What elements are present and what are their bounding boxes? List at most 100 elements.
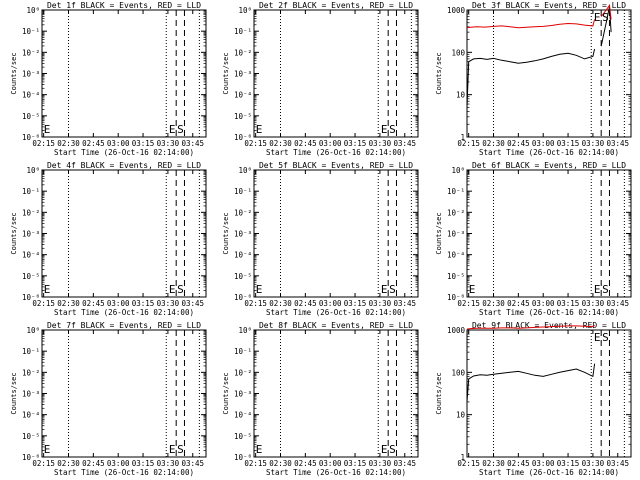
x-tick-label: 03:00 [532, 139, 555, 148]
x-tick-label: 02:15 [457, 459, 480, 468]
lld-series-line [466, 19, 596, 29]
y-tick-label: 10⁻⁵ [447, 272, 465, 281]
y-tick-label: 10⁻⁶ [447, 293, 465, 302]
x-tick-label: 02:15 [244, 299, 267, 308]
y-tick-label: 10⁻⁴ [22, 411, 40, 420]
annotation-e: E [169, 443, 176, 456]
x-tick-label: 03:45 [181, 299, 204, 308]
annotation-e-start: E [256, 443, 263, 456]
x-tick-label: 02:30 [482, 299, 505, 308]
y-axis-label: Counts/sec [435, 212, 443, 254]
y-tick-label: 10⁻⁵ [22, 112, 40, 121]
y-axis-label: Counts/sec [10, 52, 18, 94]
x-tick-label: 02:45 [507, 139, 530, 148]
x-axis-label: Start Time (26-Oct-16 02:14:00) [479, 468, 619, 477]
chart-title: Det 4f BLACK = Events, RED = LLD [47, 161, 201, 170]
events-series-line [600, 6, 612, 47]
y-tick-label: 10⁻² [234, 368, 252, 377]
x-tick-label: 02:45 [294, 459, 317, 468]
x-axis-label: Start Time (26-Oct-16 02:14:00) [479, 148, 619, 157]
x-tick-label: 03:00 [319, 299, 342, 308]
x-tick-label: 03:00 [532, 459, 555, 468]
y-axis-label: Counts/sec [435, 52, 443, 94]
y-tick-label: 10⁻¹ [447, 187, 465, 196]
x-tick-label: 03:00 [107, 299, 130, 308]
y-tick-label: 10⁻¹ [22, 347, 40, 356]
lld-series-line [466, 324, 595, 330]
annotation-e-start: E [469, 283, 476, 296]
y-tick-label: 10⁻⁵ [234, 272, 252, 281]
x-tick-label: 02:15 [32, 459, 55, 468]
y-tick-label: 10⁻⁵ [22, 432, 40, 441]
y-tick-label: 10⁻⁵ [234, 432, 252, 441]
x-tick-label: 03:30 [369, 459, 392, 468]
x-tick-label: 02:45 [507, 459, 530, 468]
y-tick-label: 10⁻³ [234, 70, 252, 79]
x-tick-label: 03:45 [181, 459, 204, 468]
chart-title: Det 3f BLACK = Events, RED = LLD [472, 1, 626, 10]
y-tick-label: 10⁻⁵ [234, 112, 252, 121]
y-tick-label: 10⁰ [238, 6, 252, 15]
lld-series-line [600, 3, 612, 20]
annotation-s: S [177, 283, 184, 296]
x-tick-label: 03:45 [393, 459, 416, 468]
y-tick-label: 1 [460, 133, 465, 142]
y-tick-label: 10⁻² [447, 208, 465, 217]
y-tick-label: 10⁻² [22, 208, 40, 217]
x-tick-label: 03:00 [319, 139, 342, 148]
y-tick-label: 10⁰ [238, 326, 252, 335]
x-tick-label: 03:15 [132, 459, 155, 468]
y-tick-label: 10 [456, 91, 466, 100]
y-tick-label: 10⁻⁶ [22, 293, 40, 302]
y-tick-label: 10⁻⁴ [234, 91, 252, 100]
chart-panel: Det 3f BLACK = Events, RED = LLD Counts/s… [435, 1, 632, 157]
x-tick-label: 03:15 [344, 299, 367, 308]
y-tick-label: 10⁻⁶ [234, 293, 252, 302]
plot-frame [466, 169, 632, 298]
events-series-line [466, 48, 596, 108]
plot-frame [253, 9, 419, 138]
annotation-s: S [389, 443, 396, 456]
y-axis-label: Counts/sec [435, 372, 443, 414]
plot-frame [41, 169, 207, 298]
annotation-e-start: E [44, 123, 51, 136]
annotation-s: S [389, 283, 396, 296]
x-tick-label: 03:30 [157, 299, 180, 308]
x-tick-label: 02:45 [507, 299, 530, 308]
annotation-e: E [381, 443, 388, 456]
x-tick-label: 03:00 [107, 459, 130, 468]
chart-title: Det 8f BLACK = Events, RED = LLD [259, 321, 413, 330]
x-tick-label: 02:30 [57, 299, 80, 308]
x-tick-label: 03:15 [557, 139, 580, 148]
y-axis-label: Counts/sec [222, 372, 230, 414]
y-tick-label: 10⁰ [451, 166, 465, 175]
y-tick-label: 10⁻³ [447, 230, 465, 239]
y-tick-label: 10⁻¹ [234, 347, 252, 356]
y-tick-label: 10⁻³ [234, 230, 252, 239]
y-tick-label: 1 [460, 453, 465, 462]
chart-title: Det 6f BLACK = Events, RED = LLD [472, 161, 626, 170]
y-tick-label: 10⁻³ [22, 70, 40, 79]
annotation-s: S [389, 123, 396, 136]
annotation-e-start: E [256, 283, 263, 296]
x-tick-label: 02:45 [294, 139, 317, 148]
annotation-e: E [381, 283, 388, 296]
plot-frame [41, 329, 207, 458]
x-tick-label: 02:30 [482, 139, 505, 148]
x-tick-label: 02:45 [294, 299, 317, 308]
y-tick-label: 10⁻¹ [22, 27, 40, 36]
plot-frame [253, 329, 419, 458]
x-tick-label: 02:45 [82, 459, 105, 468]
events-series-line [466, 363, 596, 402]
y-tick-label: 10⁻⁶ [22, 453, 40, 462]
chart-title: Det 7f BLACK = Events, RED = LLD [47, 321, 201, 330]
y-tick-label: 10⁻⁴ [234, 411, 252, 420]
x-tick-label: 03:45 [606, 299, 629, 308]
chart-title: Det 9f BLACK = Events, RED = LLD [472, 321, 626, 330]
annotation-e: E [594, 331, 601, 344]
x-tick-label: 02:15 [457, 299, 480, 308]
x-tick-label: 03:30 [582, 299, 605, 308]
y-tick-label: 10⁻¹ [234, 187, 252, 196]
annotation-s: S [602, 11, 609, 24]
